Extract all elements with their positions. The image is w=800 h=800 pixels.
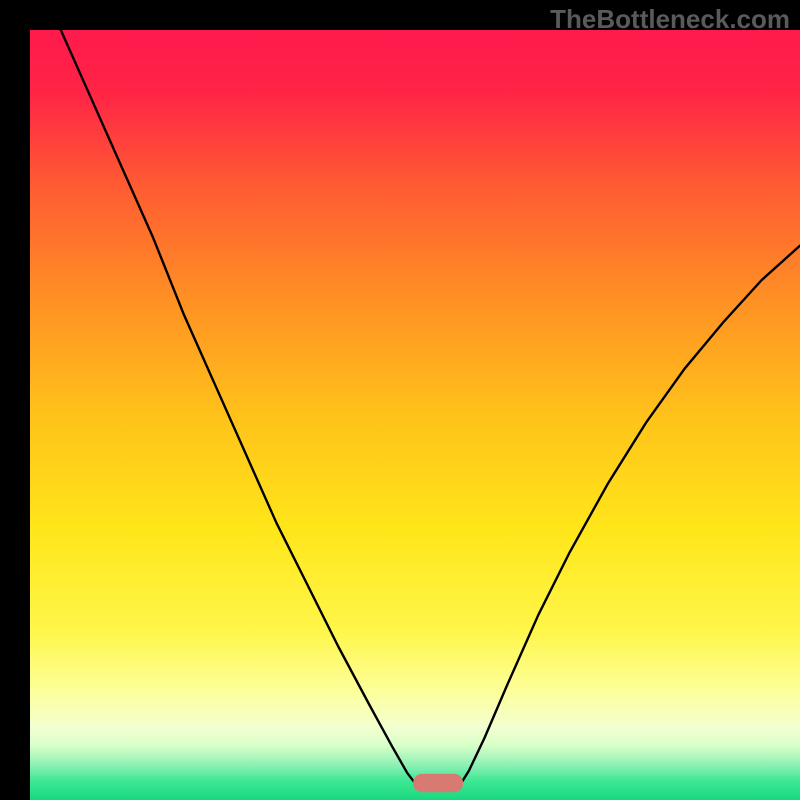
plot-svg: [30, 30, 800, 800]
watermark-text: TheBottleneck.com: [550, 4, 790, 35]
plot-area: [30, 30, 800, 800]
optimal-marker: [413, 774, 463, 792]
bottleneck-curve: [61, 30, 800, 783]
